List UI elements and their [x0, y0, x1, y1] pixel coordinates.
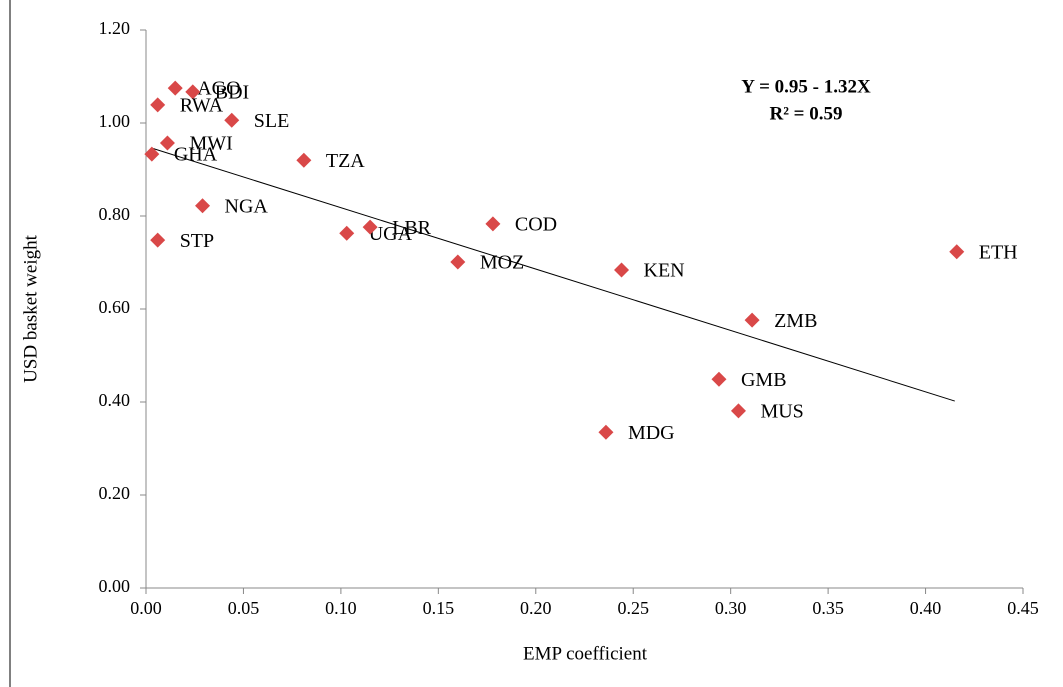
point-label: MOZ: [480, 252, 524, 274]
x-tick-label: 0.35: [812, 598, 844, 618]
point: [711, 371, 727, 387]
y-tick-label: 0.40: [99, 390, 131, 410]
point: [150, 97, 166, 113]
point-label: NGA: [225, 195, 269, 217]
point-label: SLE: [254, 110, 290, 132]
point-label: RWA: [180, 94, 224, 116]
point: [195, 198, 211, 214]
x-tick-label: 0.25: [617, 598, 649, 618]
point-label: ETH: [979, 241, 1018, 263]
point: [167, 80, 183, 96]
point-label: TZA: [326, 150, 365, 172]
point-label: UGA: [369, 223, 413, 245]
point: [159, 135, 175, 151]
point-label: AGO: [197, 78, 240, 100]
point: [339, 225, 355, 241]
point-label: GMB: [741, 369, 787, 391]
point: [150, 232, 166, 248]
point: [744, 312, 760, 328]
point-label: GHA: [174, 144, 218, 166]
point-label: ZMB: [774, 310, 817, 332]
point: [450, 254, 466, 270]
point: [224, 112, 240, 128]
point: [362, 219, 378, 235]
point-label: MUS: [760, 400, 803, 422]
point-label: BDI: [215, 81, 249, 103]
y-tick-label: 1.20: [99, 18, 131, 38]
x-axis-title: EMP coefficient: [523, 643, 648, 664]
point: [598, 424, 614, 440]
y-tick-label: 0.00: [99, 576, 131, 596]
y-tick-label: 1.00: [99, 111, 131, 131]
x-tick-label: 0.45: [1007, 598, 1039, 618]
point: [949, 244, 965, 260]
point: [144, 146, 160, 162]
x-tick-label: 0.40: [910, 598, 942, 618]
point: [730, 403, 746, 419]
x-tick-label: 0.30: [715, 598, 747, 618]
trend-line: [151, 147, 955, 402]
point: [296, 152, 312, 168]
point-label: MWI: [189, 133, 232, 155]
point: [614, 262, 630, 278]
x-tick-label: 0.05: [228, 598, 260, 618]
x-tick-label: 0.15: [423, 598, 455, 618]
x-tick-label: 0.00: [130, 598, 162, 618]
x-tick-label: 0.20: [520, 598, 552, 618]
y-tick-label: 0.80: [99, 204, 131, 224]
y-tick-label: 0.60: [99, 297, 131, 317]
point-label: MDG: [628, 422, 675, 444]
x-tick-label: 0.10: [325, 598, 357, 618]
point-label: KEN: [644, 260, 685, 282]
r-squared: R² = 0.59: [770, 103, 843, 124]
point-label: STP: [180, 230, 214, 252]
equation: Y = 0.95 - 1.32X: [741, 76, 871, 97]
point: [485, 216, 501, 232]
point-label: COD: [515, 213, 557, 235]
point-label: LBR: [392, 217, 432, 239]
y-axis-title: USD basket weight: [20, 234, 41, 382]
y-tick-label: 0.20: [99, 483, 131, 503]
point: [185, 84, 201, 100]
